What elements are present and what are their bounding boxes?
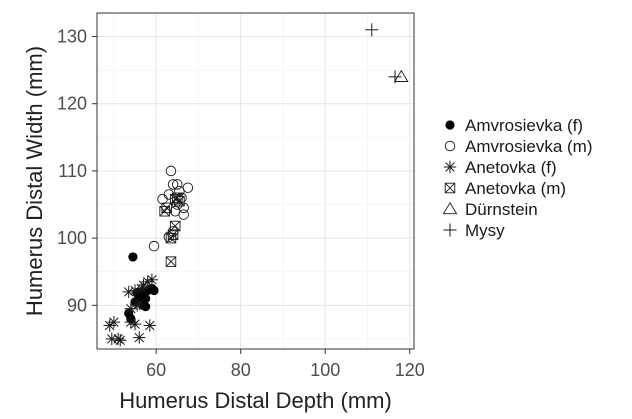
- plot-frame: [96, 12, 415, 350]
- x-tick-label: 100: [310, 360, 340, 380]
- point-series-2: [141, 275, 154, 288]
- y-tick-label: 100: [57, 228, 87, 248]
- point-series-5: [388, 70, 402, 84]
- point-series-0: [149, 285, 159, 296]
- y-axis-label: Humerus Distal Width (mm): [22, 46, 47, 316]
- point-series-4: [394, 69, 409, 82]
- point-series-2: [135, 282, 148, 295]
- y-tick-label: 110: [58, 161, 87, 181]
- point-series-1: [182, 182, 194, 193]
- legend-label: Anetovka (m): [465, 179, 566, 198]
- point-series-2: [107, 315, 121, 329]
- x-axis-label: Humerus Distal Depth (mm): [119, 388, 392, 413]
- legend-label: Amvrosievka (m): [465, 137, 593, 156]
- y-axis-ticks: 90 100 110 120 130: [57, 27, 97, 315]
- legend-key-4: [442, 201, 458, 215]
- point-series-2: [143, 319, 157, 332]
- grid-minor: [97, 13, 414, 349]
- legend-key-2: [443, 160, 457, 174]
- point-series-0: [141, 294, 151, 304]
- point-series-1: [167, 179, 179, 190]
- y-tick-label: 120: [57, 94, 87, 114]
- x-tick-label: 60: [146, 360, 166, 380]
- legend-key-5: [443, 223, 457, 237]
- point-series-2: [114, 334, 127, 347]
- legend-label: Anetovka (f): [465, 158, 557, 177]
- point-series-1: [163, 231, 175, 243]
- point-series-1: [148, 240, 160, 252]
- point-series-0: [128, 252, 138, 262]
- point-series-1: [165, 165, 177, 177]
- points-layer: [103, 23, 409, 347]
- legend-key-3: [444, 182, 456, 194]
- legend-key-1: [444, 140, 456, 152]
- point-series-3: [159, 205, 170, 217]
- point-series-5: [365, 23, 379, 37]
- point-series-2: [133, 331, 146, 344]
- legend-label: Amvrosievka (f): [465, 116, 583, 135]
- point-series-2: [133, 297, 146, 311]
- point-series-2: [145, 273, 159, 286]
- point-series-3: [165, 232, 177, 244]
- legend-key-0: [445, 120, 455, 130]
- point-series-3: [165, 256, 177, 267]
- x-tick-label: 120: [395, 360, 425, 380]
- x-tick-label: 80: [231, 360, 251, 380]
- point-series-1: [172, 199, 183, 210]
- point-series-2: [128, 317, 142, 331]
- legend-label: Dürnstein: [465, 200, 538, 219]
- point-series-3: [161, 202, 172, 214]
- x-axis-ticks: 60 80 100 120: [146, 349, 425, 380]
- point-series-3: [169, 220, 181, 232]
- point-series-2: [122, 285, 135, 299]
- y-tick-label: 90: [67, 295, 87, 315]
- y-tick-label: 130: [57, 27, 87, 47]
- legend: Amvrosievka (f) Amvrosievka (m) Anetovka (…: [442, 116, 593, 240]
- legend-label: Mysy: [465, 221, 505, 240]
- point-series-3: [167, 229, 179, 241]
- point-series-2: [111, 332, 125, 346]
- point-series-1: [172, 179, 183, 190]
- point-series-2: [130, 299, 144, 312]
- point-series-2: [103, 319, 116, 332]
- point-series-3: [172, 192, 183, 204]
- point-series-3: [174, 195, 185, 207]
